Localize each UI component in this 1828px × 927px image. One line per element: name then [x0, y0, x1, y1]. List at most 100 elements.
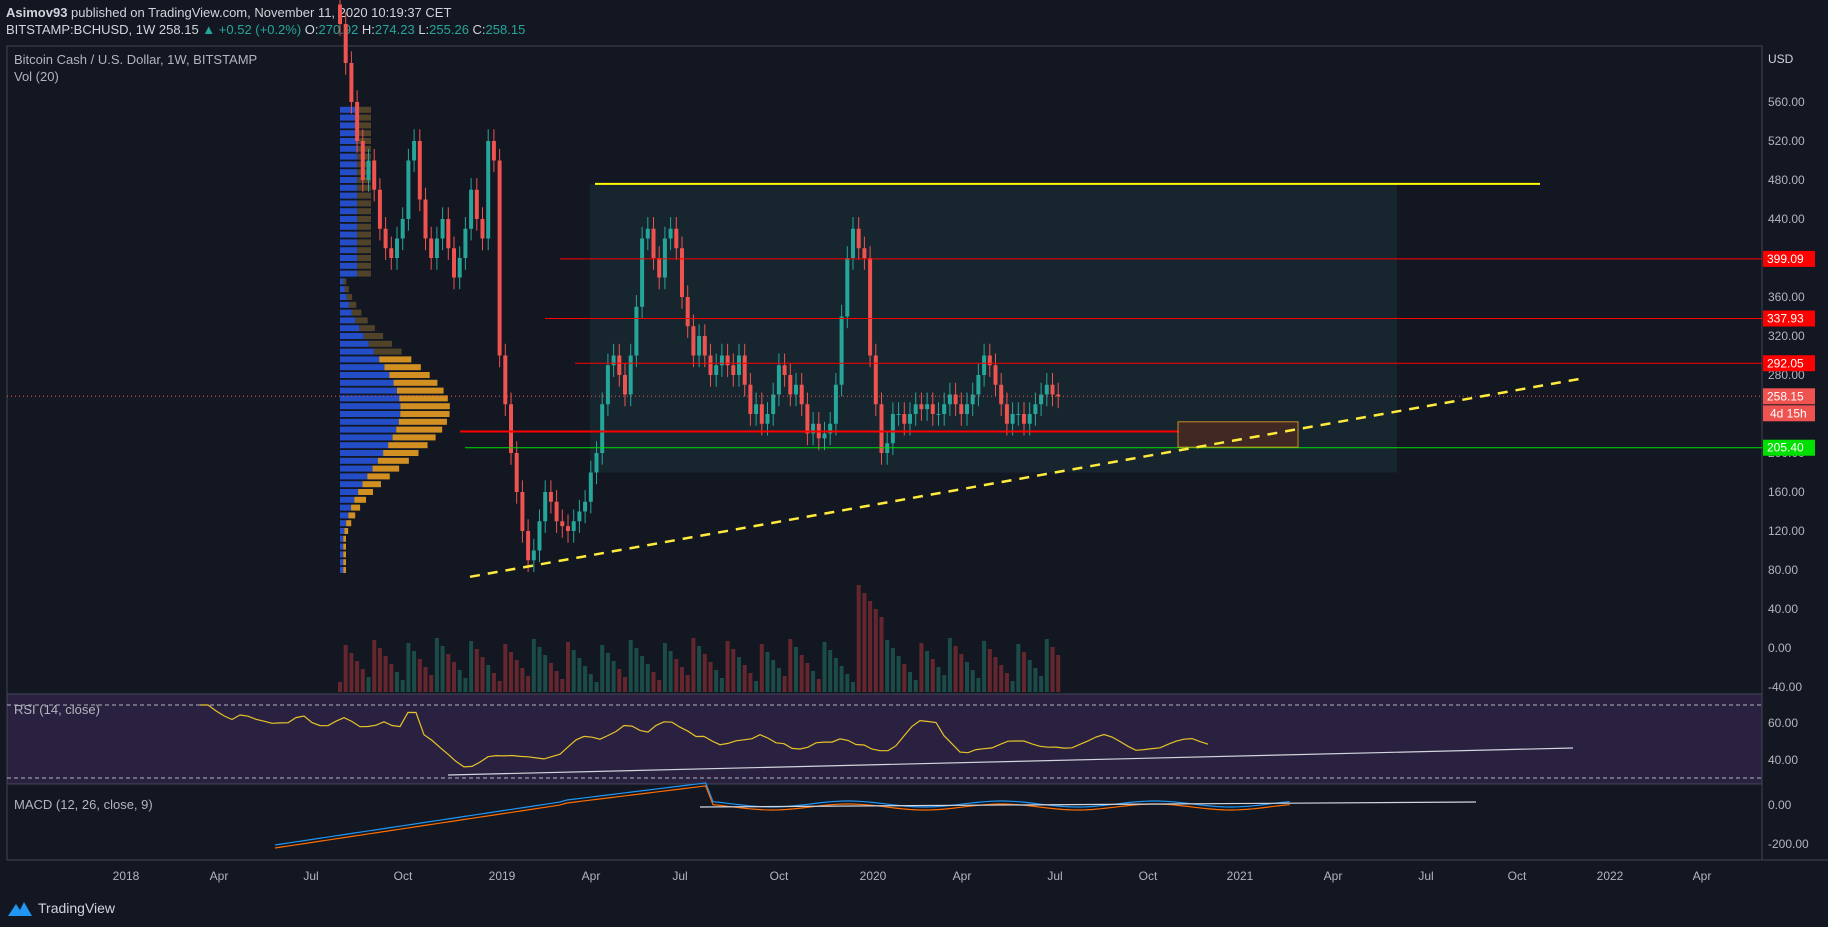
volume-bar: [463, 678, 468, 692]
change-value: ▲ +0.52 (+0.2%): [202, 22, 302, 37]
volume-bar: [457, 670, 462, 692]
candle-body: [737, 355, 741, 375]
price-tick-label: 360.00: [1768, 290, 1805, 304]
candle-body: [469, 189, 474, 229]
candle-body: [645, 228, 650, 239]
volume-bar: [497, 681, 502, 692]
low-label: L:: [418, 22, 430, 37]
time-tick-label: 2019: [489, 869, 516, 883]
candle-body: [799, 384, 804, 405]
volume-profile-bar: [340, 301, 349, 308]
candle-body: [520, 492, 525, 531]
price-tick-label: 160.00: [1768, 485, 1805, 499]
author-name[interactable]: Asimov93: [6, 5, 68, 20]
candle-body: [628, 355, 633, 395]
volume-bar: [645, 664, 650, 692]
level-tag: [1763, 439, 1815, 456]
volume-bar: [965, 662, 969, 692]
volume-profile-bar: [340, 340, 369, 347]
volume-profile-bar: [340, 200, 358, 207]
volume-profile-bar: [357, 122, 371, 129]
candle-body: [548, 492, 553, 502]
tradingview-logo[interactable]: TradingView: [8, 900, 115, 916]
volume-bar: [976, 678, 981, 692]
volume-profile-bar: [340, 543, 344, 550]
macd-pane: [6, 783, 1763, 861]
time-tick-label: Jul: [1047, 869, 1062, 883]
ohlc-line: BITSTAMP:BCHUSD, 1W 258.15 ▲ +0.52 (+0.2…: [6, 22, 525, 37]
volume-bar: [383, 656, 388, 692]
volume-profile-bar: [340, 372, 390, 378]
volume-bar: [623, 677, 627, 692]
volume-bar: [839, 666, 844, 692]
volume-bar: [788, 639, 793, 692]
volume-bar: [873, 609, 878, 692]
volume-bar: [811, 671, 816, 692]
volume-profile-bar: [377, 457, 409, 464]
volume-profile-bar: [357, 239, 371, 246]
symbol-label[interactable]: BITSTAMP:BCHUSD, 1W: [6, 22, 156, 37]
volume-bar: [509, 652, 513, 692]
volume-bar: [423, 667, 428, 692]
volume-bar: [919, 643, 924, 692]
volume-bar: [377, 648, 382, 692]
volume-profile-bar: [344, 286, 349, 293]
candle-body: [474, 189, 479, 219]
volume-profile-bar: [399, 395, 448, 402]
volume-profile-bar: [340, 270, 358, 277]
candle-body: [509, 404, 513, 453]
candle-body: [457, 258, 462, 278]
price-tick-label: 120.00: [1768, 524, 1805, 538]
candle-body: [930, 404, 935, 414]
volume-bar: [469, 641, 474, 692]
candle-body: [503, 355, 508, 405]
currency-button[interactable]: USD: [1768, 52, 1794, 66]
volume-profile-bar: [340, 559, 344, 566]
time-tick-label: 2020: [860, 869, 887, 883]
volume-profile-bar: [354, 496, 367, 503]
candle-body: [691, 326, 696, 356]
volume-profile-bar: [383, 450, 419, 456]
volume-profile-bar: [396, 387, 444, 394]
volume-profile-bar: [343, 278, 347, 285]
candle-body: [412, 141, 417, 161]
volume-profile-bar: [340, 567, 344, 573]
volume-bar: [440, 646, 445, 692]
volume-bar: [662, 643, 667, 692]
candle-body: [708, 355, 713, 375]
volume-bar: [737, 657, 741, 692]
price-tick-label: 280.00: [1768, 368, 1805, 382]
volume-bar: [742, 665, 747, 692]
volume-bar: [942, 675, 947, 692]
target-zone-box: [1177, 421, 1299, 448]
candle-body: [1004, 404, 1009, 424]
candle-body: [434, 238, 439, 258]
volume-profile-bar: [340, 481, 363, 488]
volume-bar: [896, 656, 901, 692]
price-tick-label: -40.00: [1768, 680, 1802, 694]
chart-header: Asimov93 published on TradingView.com, N…: [0, 0, 1828, 40]
candle-body: [395, 238, 399, 258]
volume-profile-bar: [340, 145, 358, 152]
volume-profile-bar: [340, 294, 347, 300]
price-tick-label: 440.00: [1768, 212, 1805, 226]
candle-body: [588, 472, 593, 502]
candle-body: [463, 228, 468, 258]
volume-profile-bar: [340, 450, 384, 456]
volume-bar: [343, 645, 348, 692]
rsi-trendline: [447, 747, 1574, 776]
time-tick-label: Oct: [1508, 869, 1527, 883]
volume-bar: [560, 679, 565, 692]
volume-bar: [406, 643, 411, 692]
time-tick-label: Jul: [303, 869, 318, 883]
candle-body: [480, 219, 485, 239]
candle-body: [976, 375, 981, 395]
candle-body: [662, 238, 667, 278]
volume-profile-bar: [351, 504, 361, 511]
close-label: C:: [472, 22, 486, 37]
volume-bar: [725, 641, 730, 692]
volume-bar: [417, 659, 422, 692]
volume-profile-bar: [355, 317, 368, 324]
volume-bar: [520, 668, 525, 692]
